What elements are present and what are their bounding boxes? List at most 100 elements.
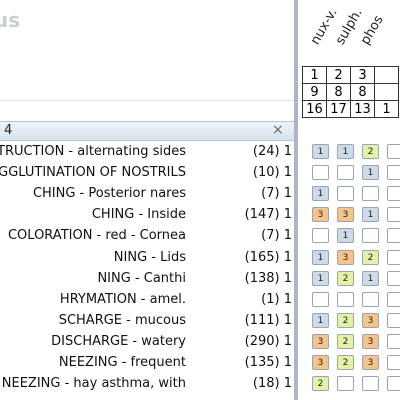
rubric-row[interactable]: CHING - Inside (147) 1	[0, 205, 294, 226]
rubric-row[interactable]: OSTRUCTION - alternating sides (24) 1	[0, 142, 294, 163]
grade-cell[interactable]: 2	[337, 333, 354, 349]
summary-cell	[374, 66, 399, 84]
grade-cell[interactable]	[337, 291, 354, 307]
grade-cell[interactable]: 1	[312, 144, 329, 159]
summary-cell: 17	[326, 100, 351, 118]
grade-cell[interactable]: 3	[362, 333, 379, 349]
rubric-row[interactable]: HRYMATION - amel. (1) 1	[0, 290, 294, 311]
grade-cell[interactable]: 1	[337, 144, 354, 159]
remedy-header: nux-v. sulph. phos	[298, 0, 400, 66]
summary-row-count: 1 2 3	[302, 66, 399, 84]
rubric-row[interactable]: CHING - Posterior nares (7) 1	[0, 184, 294, 205]
grade-cell[interactable]: 1	[312, 312, 329, 328]
summary-cell: 1	[374, 100, 399, 118]
summary-cell: 1	[302, 66, 327, 84]
rubric-row[interactable]: GGLUTINATION OF NOSTRILS (10) 1	[0, 163, 294, 184]
summary-cell: 2	[326, 66, 351, 84]
grade-cell[interactable]: 2	[337, 270, 354, 286]
grade-cell[interactable]: 2	[312, 376, 329, 392]
grade-cell[interactable]: 1	[362, 270, 379, 286]
grade-cell[interactable]: 1	[337, 228, 354, 244]
rubric-row[interactable]: COLORATION - red - Cornea (7) 1	[0, 226, 294, 247]
clipboard-tab-label: 4	[4, 123, 13, 138]
grade-cell[interactable]: 1	[312, 186, 329, 202]
grade-cell[interactable]	[387, 144, 400, 159]
pane-divider[interactable]	[294, 0, 298, 400]
rubric-count: (18) 1	[252, 376, 292, 392]
grade-cell[interactable]: 3	[312, 355, 329, 370]
grade-cell[interactable]: 2	[337, 355, 354, 370]
summary-cell: 9	[302, 83, 327, 101]
rubric-count: (138) 1	[244, 270, 292, 286]
grade-cell[interactable]	[337, 165, 354, 181]
grade-cell[interactable]: 1	[312, 249, 329, 265]
grade-cell[interactable]	[387, 312, 400, 328]
grade-cell[interactable]	[387, 291, 400, 307]
rubric-count: (10) 1	[252, 165, 292, 181]
rubric-count: (7) 1	[261, 228, 292, 244]
grade-cell[interactable]	[387, 270, 400, 286]
app-logo: us	[0, 8, 21, 32]
grade-cell[interactable]	[387, 355, 400, 370]
grade-cell[interactable]	[387, 165, 400, 181]
rubric-row[interactable]: DISCHARGE - watery (290) 1	[0, 332, 294, 353]
grade-cell[interactable]	[362, 228, 379, 244]
summary-row-rubrics: 9 8 8	[302, 83, 399, 101]
grade-cell[interactable]	[387, 186, 400, 202]
grade-cell[interactable]	[387, 228, 400, 244]
clipboard-tab[interactable]: 4 ×	[0, 121, 294, 141]
rubric-row[interactable]: NEEZING - frequent (135) 1	[0, 353, 294, 374]
grade-cell[interactable]: 1	[312, 270, 329, 286]
grade-cell[interactable]	[312, 291, 329, 307]
grade-cell[interactable]: 1	[362, 207, 379, 223]
summary-cell	[374, 83, 399, 101]
grade-cell[interactable]: 3	[312, 333, 329, 349]
grade-cell[interactable]	[387, 249, 400, 265]
rubric-row[interactable]: NING - Canthi (138) 1	[0, 269, 294, 290]
close-icon[interactable]: ×	[272, 122, 284, 138]
grade-cell[interactable]	[337, 376, 354, 392]
rubric-name: GGLUTINATION OF NOSTRILS	[0, 165, 186, 181]
grade-cell[interactable]: 1	[362, 165, 379, 181]
grade-cell[interactable]: 2	[362, 144, 379, 159]
grade-cell[interactable]	[387, 333, 400, 349]
summary-cell: 8	[326, 83, 351, 101]
rubric-name: HRYMATION - amel.	[59, 291, 186, 307]
grade-cell[interactable]	[337, 186, 354, 202]
rubric-count: (1) 1	[261, 291, 292, 307]
rubric-count: (24) 1	[252, 144, 292, 159]
rubric-row[interactable]: SCHARGE - mucous (111) 1	[0, 311, 294, 332]
rubric-row[interactable]: NING - Lids (165) 1	[0, 248, 294, 269]
grade-cell[interactable]	[387, 207, 400, 223]
grade-cell[interactable]	[362, 291, 379, 307]
grade-cell[interactable]	[312, 165, 329, 181]
grade-cell[interactable]: 2	[337, 312, 354, 328]
grade-cell[interactable]: 3	[362, 355, 379, 370]
grade-cell[interactable]: 2	[362, 249, 379, 265]
summary-cell: 3	[350, 66, 375, 84]
grid-row: 1	[298, 226, 400, 247]
rubric-count: (290) 1	[244, 333, 292, 349]
rubric-name: SCHARGE - mucous	[58, 312, 186, 328]
grade-cell[interactable]	[312, 228, 329, 244]
grade-cell[interactable]: 3	[362, 312, 379, 328]
rubric-count: (111) 1	[244, 312, 292, 328]
grade-cell[interactable]	[387, 376, 400, 392]
grid-row	[298, 290, 400, 311]
rubric-row[interactable]: NEEZING - hay asthma, with (18) 1	[0, 374, 294, 395]
grade-cell[interactable]	[362, 376, 379, 392]
remedy-summary-table: 1 2 3 9 8 8 16 17 13 1	[302, 66, 399, 118]
grade-cell[interactable]	[362, 186, 379, 202]
grade-cell[interactable]: 3	[312, 207, 329, 223]
rubric-name: CHING - Posterior nares	[32, 186, 186, 202]
grade-cell[interactable]: 3	[337, 207, 354, 223]
grade-cell[interactable]: 3	[337, 249, 354, 265]
